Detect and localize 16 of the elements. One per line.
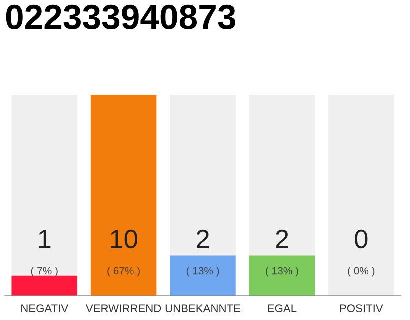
x-tick-label: POSITIV <box>340 304 384 312</box>
data-label: 2 <box>276 230 288 248</box>
data-label: 10 <box>111 230 138 249</box>
x-tick-label: UNBEKANNTE <box>166 304 240 312</box>
annotation: ( 13% ) <box>186 267 220 277</box>
annotation: ( 7% ) <box>31 267 58 277</box>
annotation: ( 67% ) <box>108 267 140 277</box>
annotation: ( 13% ) <box>266 267 298 277</box>
annotation: ( 0% ) <box>348 267 375 277</box>
data-label: 2 <box>196 230 210 248</box>
x-tick-label: NEGATIV <box>22 304 69 312</box>
chart-title: 022333940873 <box>6 4 236 30</box>
x-tick-label: EGAL <box>268 304 297 312</box>
x-tick-label: VERWIRREND <box>86 304 162 312</box>
data-label: 0 <box>355 230 368 249</box>
data-label: 1 <box>39 230 51 248</box>
